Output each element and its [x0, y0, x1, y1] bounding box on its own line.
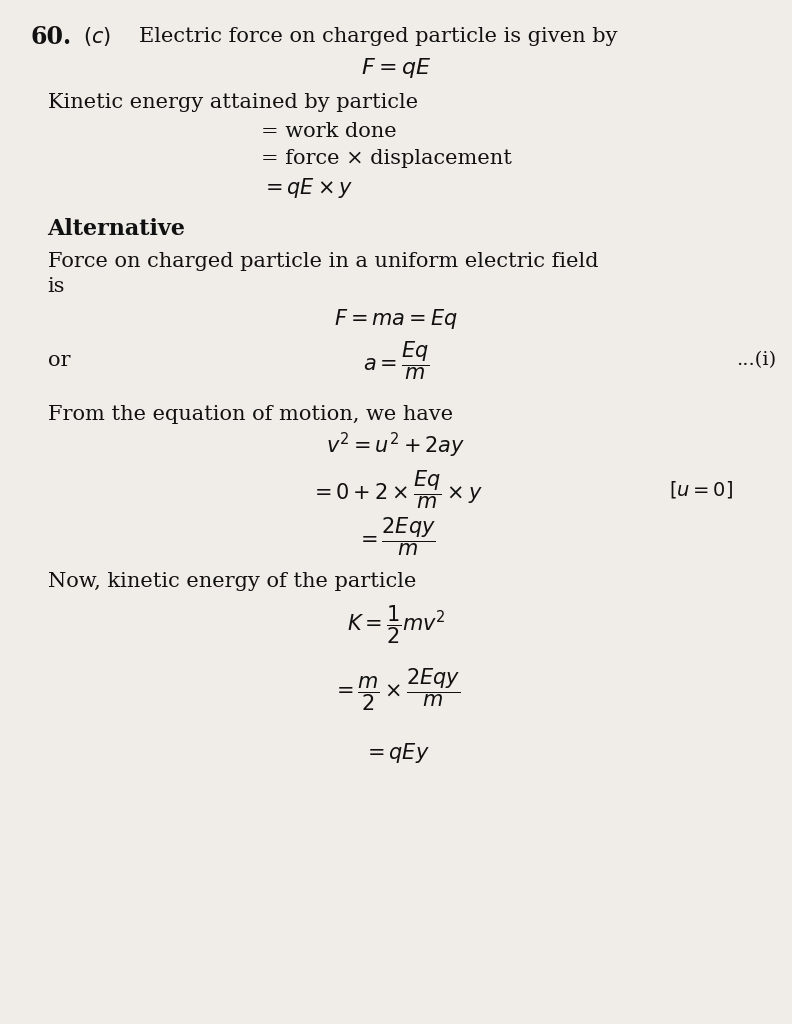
- Text: $= qEy$: $= qEy$: [363, 740, 429, 765]
- Text: $= \dfrac{2Eqy}{m}$: $= \dfrac{2Eqy}{m}$: [356, 515, 436, 558]
- Text: or: or: [48, 351, 70, 370]
- Text: 60.: 60.: [30, 25, 71, 49]
- Text: $v^2 = u^2 + 2ay$: $v^2 = u^2 + 2ay$: [326, 431, 466, 460]
- Text: Alternative: Alternative: [48, 218, 185, 241]
- Text: Now, kinetic energy of the particle: Now, kinetic energy of the particle: [48, 572, 416, 591]
- Text: From the equation of motion, we have: From the equation of motion, we have: [48, 406, 453, 424]
- Text: $= qE \times y$: $= qE \times y$: [261, 176, 354, 201]
- Text: = force × displacement: = force × displacement: [261, 150, 512, 168]
- Text: $F = qE$: $F = qE$: [361, 55, 431, 80]
- Text: Kinetic energy attained by particle: Kinetic energy attained by particle: [48, 93, 417, 112]
- Text: is: is: [48, 278, 65, 296]
- Text: $= \dfrac{m}{2} \times \dfrac{2Eqy}{m}$: $= \dfrac{m}{2} \times \dfrac{2Eqy}{m}$: [332, 667, 460, 714]
- Text: ...(i): ...(i): [737, 351, 777, 370]
- Text: $(c)$: $(c)$: [83, 26, 111, 48]
- Text: $K = \dfrac{1}{2} mv^2$: $K = \dfrac{1}{2} mv^2$: [347, 603, 445, 646]
- Text: Electric force on charged particle is given by: Electric force on charged particle is gi…: [139, 28, 617, 46]
- Text: $F = ma = Eq$: $F = ma = Eq$: [334, 307, 458, 332]
- Text: = work done: = work done: [261, 122, 397, 140]
- Text: $a = \dfrac{Eq}{m}$: $a = \dfrac{Eq}{m}$: [363, 339, 429, 382]
- Text: $[u = 0]$: $[u = 0]$: [669, 479, 733, 500]
- Text: $= 0 + 2 \times \dfrac{Eq}{m} \times y$: $= 0 + 2 \times \dfrac{Eq}{m} \times y$: [310, 468, 482, 511]
- Text: Force on charged particle in a uniform electric field: Force on charged particle in a uniform e…: [48, 252, 598, 270]
